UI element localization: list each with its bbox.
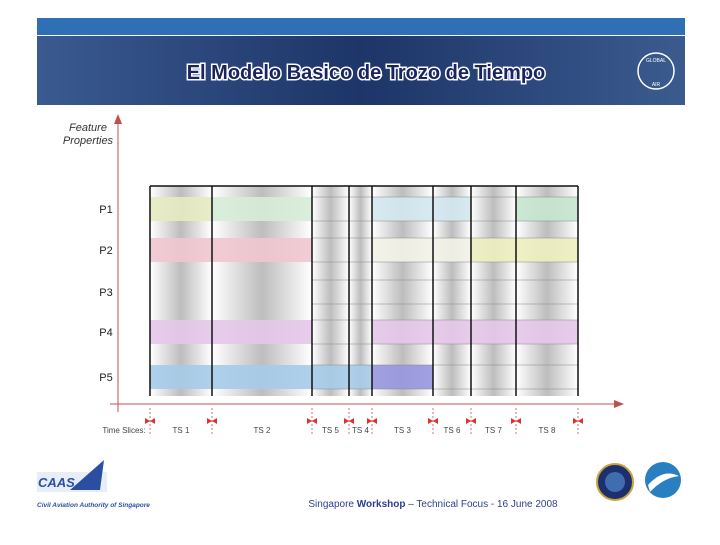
property-label: P3 [99,287,112,299]
property-band [372,197,471,221]
property-band [471,238,578,262]
event-end: – Technical Focus - 16 June 2008 [405,499,558,510]
x-label: Time Slices: [102,426,145,435]
header-banner [37,36,685,105]
property-band [150,320,312,344]
slice-label: TS 3 [394,426,411,435]
property-label: P1 [99,204,112,216]
y-label: Properties [63,135,114,147]
property-band [372,238,471,262]
caas-logo-mark [70,460,104,490]
slice-column [312,186,349,396]
faa-logo-inner [605,472,625,492]
slice-label: TS 4 [352,426,369,435]
y-arrow [114,114,122,124]
logo-text: GLOBAL [646,58,666,64]
slice-label: TS 8 [539,426,556,435]
property-label: P4 [99,327,112,339]
header-strip [37,18,685,35]
org-full: Civil Aviation Authority of Singapore [37,502,150,509]
eurocontrol-swoosh [648,473,679,492]
slice-label: TS 5 [322,426,339,435]
event-bold: Workshop [357,499,406,510]
property-label: P5 [99,372,112,384]
property-label: P2 [99,245,112,257]
logo-globe [637,52,675,90]
property-band [150,238,312,262]
slice-label: TS 1 [173,426,190,435]
slice-label: TS 6 [444,426,461,435]
slice-label: TS 7 [485,426,502,435]
org-short: CAAS [38,475,75,490]
property-band [372,320,578,344]
slice-column [471,186,516,396]
property-band [150,365,372,389]
event-start: Singapore [308,499,356,510]
slice-column [349,186,372,396]
x-arrow [614,400,624,408]
property-band [150,197,212,221]
y-label: Feature [69,122,107,134]
slice-label: TS 2 [254,426,271,435]
title: El Modelo Basico de Trozo de Tiempo [187,62,546,84]
property-band [516,197,578,221]
footer-event: Singapore Workshop – Technical Focus - 1… [308,499,558,510]
property-band [372,365,433,389]
property-band [212,197,312,221]
logo-text: AIR [652,82,661,88]
